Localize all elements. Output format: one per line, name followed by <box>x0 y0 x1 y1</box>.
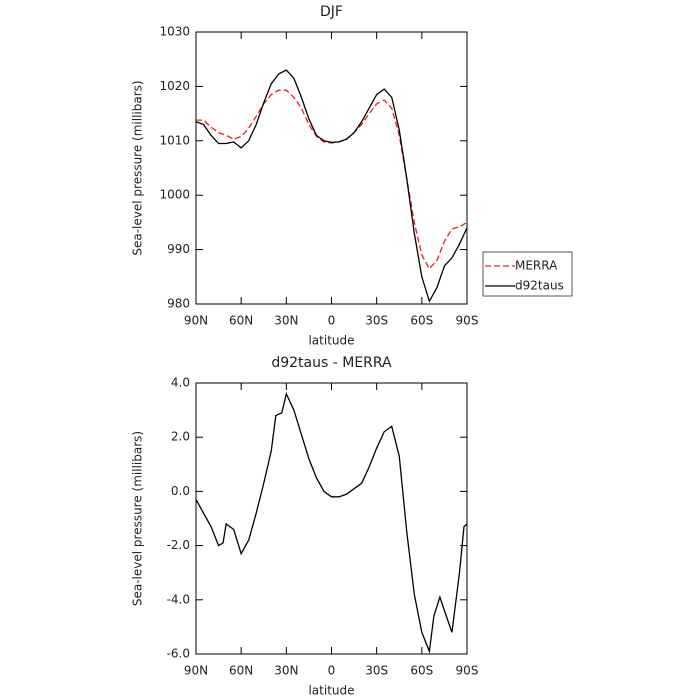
x-tick-label: 60N <box>229 314 253 328</box>
y-axis-label: Sea-level pressure (millibars) <box>131 80 145 255</box>
y-tick-label: -2.0 <box>167 538 190 552</box>
legend-label: MERRA <box>515 259 558 273</box>
x-tick-label: 0 <box>328 314 336 328</box>
y-tick-label: 4.0 <box>171 376 190 390</box>
x-tick-label: 90S <box>456 664 479 678</box>
y-tick-label: 1030 <box>159 25 190 39</box>
legend-box <box>482 251 573 297</box>
chart-title: d92taus - MERRA <box>271 355 392 371</box>
y-tick-label: 2.0 <box>171 430 190 444</box>
panel: d92taus - MERRA latitude Sea-level pressur… <box>131 355 479 698</box>
plot-frame <box>195 382 468 655</box>
y-tick-label: -6.0 <box>167 647 190 661</box>
x-tick-label: 30S <box>365 314 388 328</box>
data-line <box>195 391 468 654</box>
x-tick-label: 0 <box>328 664 336 678</box>
x-axis-label: latitude <box>308 684 354 698</box>
x-tick-label: 30N <box>274 664 298 678</box>
y-tick-label: 990 <box>167 242 190 256</box>
y-tick-label: -4.0 <box>167 592 190 606</box>
data-line <box>195 69 468 303</box>
y-axis-label: Sea-level pressure (millibars) <box>131 431 145 606</box>
y-tick-label: 1000 <box>159 188 190 202</box>
chart-title: DJF <box>320 4 343 20</box>
x-tick-label: 90S <box>456 314 479 328</box>
x-tick-label: 30S <box>365 664 388 678</box>
x-tick-label: 60N <box>229 664 253 678</box>
x-tick-label: 90N <box>184 314 208 328</box>
data-line <box>196 89 468 270</box>
y-tick-label: 1010 <box>159 133 190 147</box>
legend-label: d92taus <box>515 279 564 293</box>
x-axis-label: latitude <box>308 334 354 348</box>
x-tick-label: 30N <box>274 314 298 328</box>
panel: DJF latitude Sea-level pressure (millibars… <box>131 4 573 348</box>
y-tick-label: 1020 <box>159 79 190 93</box>
x-tick-label: 60S <box>410 314 433 328</box>
y-tick-label: 0.0 <box>171 484 190 498</box>
x-tick-label: 60S <box>410 664 433 678</box>
x-tick-label: 90N <box>184 664 208 678</box>
y-tick-label: 980 <box>167 297 190 311</box>
